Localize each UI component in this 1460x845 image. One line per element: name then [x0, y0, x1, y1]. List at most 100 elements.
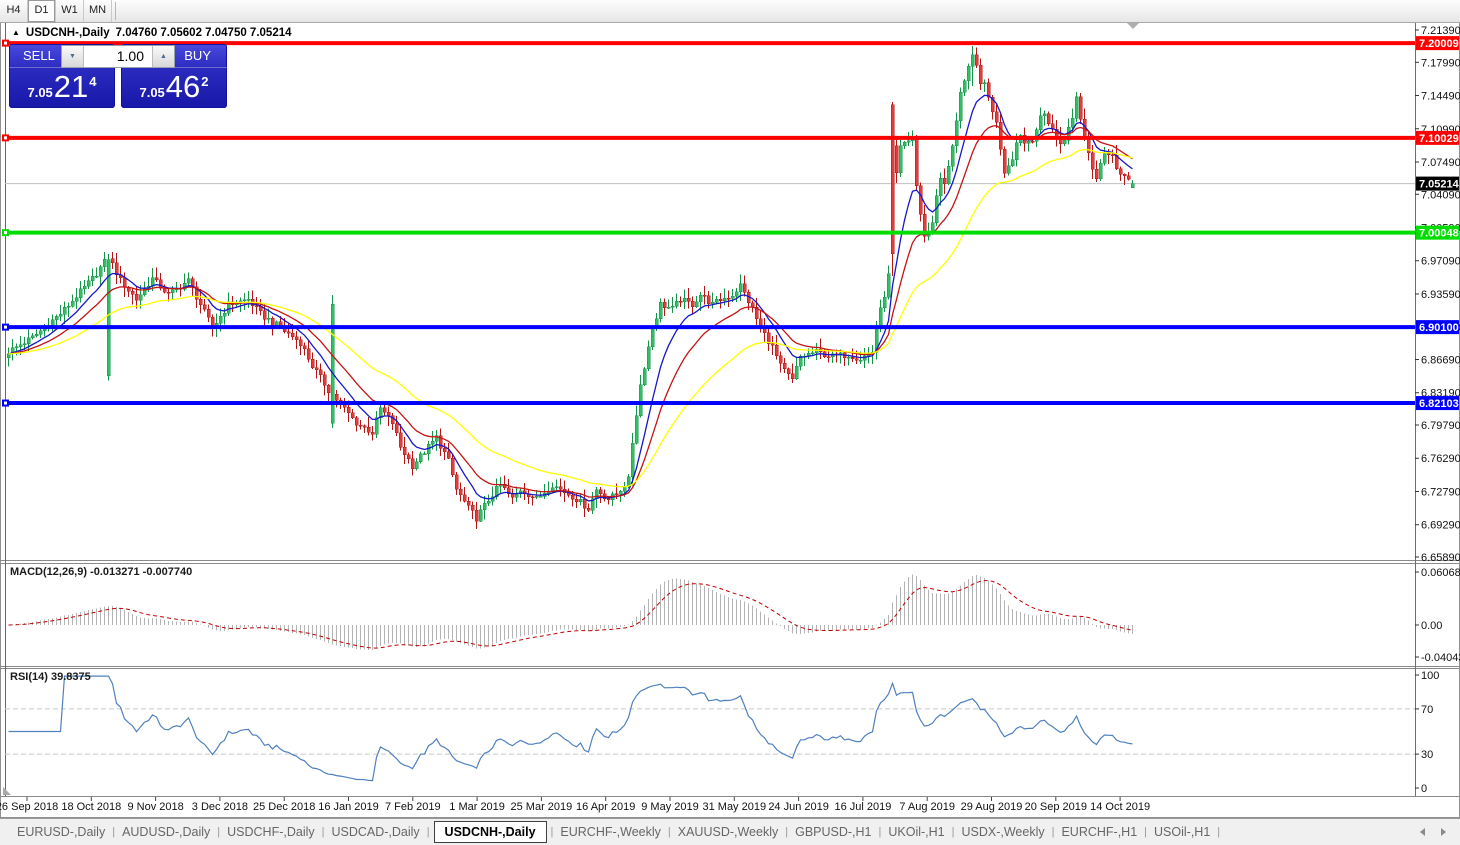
- price-tick-label: 7.17990: [1421, 57, 1460, 69]
- date-tick-label: 7 Aug 2019: [899, 801, 955, 813]
- tab-scroll-right-icon[interactable]: [1441, 828, 1446, 836]
- rsi-axis-label: 70: [1421, 704, 1433, 716]
- price-badge-label: 7.05214: [1419, 179, 1460, 191]
- chart-ohlc-values: 7.04760 7.05602 7.04750 7.05214: [115, 27, 292, 39]
- price-tick-label: 6.72790: [1421, 486, 1460, 498]
- tab-divider: |: [550, 826, 554, 838]
- tab-usoil-h1[interactable]: USOil-,H1: [1154, 825, 1211, 839]
- timeframe-toolbar: H4 D1 W1 MN: [0, 0, 1460, 23]
- date-tick-label: 16 Apr 2019: [576, 801, 635, 813]
- chart-tab-bar: EURUSD-,Daily | AUDUSD-,Daily | USDCHF-,Dail…: [0, 818, 1460, 845]
- tab-divider: |: [951, 826, 955, 838]
- tab-scroll-arrows: [1420, 828, 1446, 836]
- price-tick-label: 6.79790: [1421, 420, 1460, 432]
- panel-resize-grip-icon[interactable]: [3, 787, 11, 795]
- price-badge: [1416, 396, 1459, 411]
- tab-eurchf-h1[interactable]: EURCHF-,H1: [1061, 825, 1138, 839]
- tab-xauusd-weekly[interactable]: XAUUSD-,Weekly: [677, 825, 779, 839]
- tab-gbpusd-h1[interactable]: GBPUSD-,H1: [795, 825, 872, 839]
- date-tick-label: 7 Feb 2019: [385, 801, 441, 813]
- macd-histogram: [12, 574, 1133, 650]
- tab-divider: |: [1051, 826, 1055, 838]
- tab-ukoil-h1[interactable]: UKOil-,H1: [888, 825, 945, 839]
- chart-title: ▲ USDCNH-,Daily 7.04760 7.05602 7.04750 …: [12, 27, 292, 39]
- tab-usdcad-daily[interactable]: USDCAD-,Daily: [331, 825, 420, 839]
- tab-usdcnh-daily[interactable]: USDCNH-,Daily: [433, 821, 547, 843]
- price-tick-label: 6.93590: [1421, 289, 1460, 301]
- chart-symbol: USDCNH-,Daily: [25, 27, 110, 39]
- macd-axis-label: -0.040432: [1421, 652, 1460, 664]
- rsi-line: [8, 675, 1133, 782]
- sell-price: 7.05 21 4: [9, 70, 115, 104]
- buy-price: 7.05 46 2: [121, 70, 227, 104]
- tab-scroll-left-icon[interactable]: [1420, 828, 1425, 836]
- date-tick-label: 25 Dec 2018: [253, 801, 315, 813]
- date-tick-label: 25 Mar 2019: [511, 801, 573, 813]
- ma-slow-line: [8, 148, 1133, 488]
- price-tick-label: 6.86690: [1421, 354, 1460, 366]
- price-badge: [1416, 130, 1459, 145]
- price-badge: [1416, 176, 1459, 191]
- date-tick-label: 3 Dec 2018: [192, 801, 248, 813]
- tab-usdchf-daily[interactable]: USDCHF-,Daily: [227, 825, 315, 839]
- price-tick-label: 6.97090: [1421, 256, 1460, 268]
- rsi-axis-label: 30: [1421, 749, 1433, 761]
- chart-frame: [0, 22, 1460, 818]
- tab-eurchf-weekly[interactable]: EURCHF-,Weekly: [560, 825, 661, 839]
- date-tick-label: 24 Jun 2019: [768, 801, 829, 813]
- timeframe-mn-button[interactable]: MN: [84, 0, 112, 22]
- tab-audusd-daily[interactable]: AUDUSD-,Daily: [122, 825, 211, 839]
- macd-signal-line: [8, 580, 1133, 649]
- price-tick-label: 7.07490: [1421, 157, 1460, 169]
- timeframe-d1-button[interactable]: D1: [28, 0, 56, 22]
- sell-price-prefix: 7.05: [27, 85, 53, 100]
- price-badge: [1416, 225, 1459, 240]
- price-badge-label: 7.20009: [1419, 38, 1459, 50]
- date-tick-label: 9 May 2019: [641, 801, 698, 813]
- rsi-indicator-label: RSI(14) 39.8375: [10, 671, 91, 683]
- buy-price-big: 46: [165, 69, 201, 104]
- date-tick-label: 26 Sep 2018: [0, 801, 58, 813]
- buy-price-pip: 2: [201, 74, 209, 89]
- date-tick-label: 29 Aug 2019: [961, 801, 1023, 813]
- tab-divider: |: [785, 826, 789, 838]
- volume-input[interactable]: 1.00: [116, 48, 144, 64]
- tab-divider: |: [321, 826, 325, 838]
- price-tick-label: 6.65890: [1421, 552, 1460, 564]
- price-tick-label: 6.76290: [1421, 453, 1460, 465]
- tab-divider: |: [112, 826, 116, 838]
- date-tick-label: 20 Sep 2019: [1025, 801, 1087, 813]
- date-tick-label: 14 Oct 2019: [1090, 801, 1150, 813]
- date-tick-label: 1 Mar 2019: [449, 801, 505, 813]
- sell-price-pip: 4: [89, 74, 97, 89]
- volume-increase-button[interactable]: ▲: [152, 46, 174, 67]
- macd-axis-label: 0.00: [1421, 620, 1442, 632]
- macd-axis-label: 0.060687: [1421, 567, 1460, 579]
- timeframe-w1-button[interactable]: W1: [56, 0, 84, 22]
- one-click-trading-panel: SELL 7.05 21 4 BUY 7.05 46 2 ▼ 1.00 ▲: [9, 44, 227, 108]
- tab-eurusd-daily[interactable]: EURUSD-,Daily: [17, 825, 106, 839]
- date-axis: [26, 797, 1121, 801]
- price-badge-label: 7.10029: [1419, 133, 1459, 145]
- macd-indicator-label: MACD(12,26,9) -0.013271 -0.007740: [10, 566, 193, 578]
- date-tick-label: 9 Nov 2018: [127, 801, 183, 813]
- symbol-marker-icon: ▲: [12, 27, 20, 37]
- volume-stepper[interactable]: ▼ 1.00 ▲: [61, 45, 175, 68]
- tab-divider: |: [217, 826, 221, 838]
- volume-decrease-button[interactable]: ▼: [62, 46, 84, 67]
- toolbar-separator: [115, 2, 116, 20]
- tab-divider: |: [426, 826, 430, 838]
- rsi-axis-label: 0: [1421, 783, 1427, 795]
- rsi-axis-label: 100: [1421, 670, 1439, 682]
- price-badge-label: 6.90100: [1419, 322, 1459, 334]
- chart-shift-marker-icon: [1127, 23, 1139, 29]
- price-badge-label: 6.82103: [1419, 398, 1459, 410]
- buy-price-prefix: 7.05: [139, 85, 165, 100]
- price-tick-label: 6.69290: [1421, 520, 1460, 532]
- date-tick-label: 16 Jan 2019: [318, 801, 379, 813]
- price-badge-label: 7.00048: [1419, 228, 1459, 240]
- tab-usdx-weekly[interactable]: USDX-,Weekly: [961, 825, 1045, 839]
- panel-separators: [0, 22, 1460, 797]
- timeframe-h4-button[interactable]: H4: [0, 0, 28, 22]
